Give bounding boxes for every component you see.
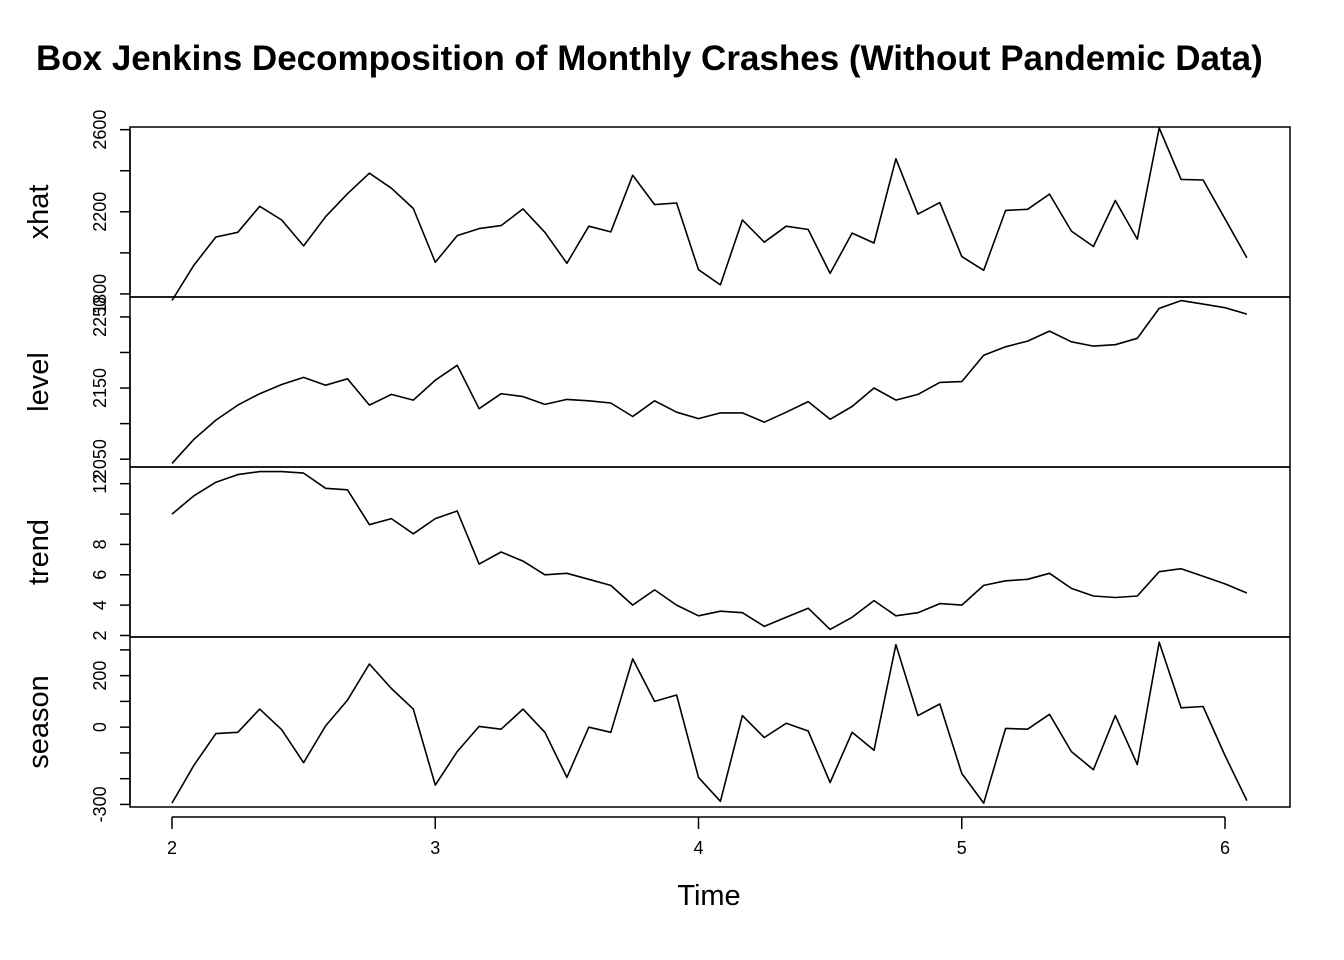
panel-frame-level <box>129 296 1291 468</box>
panel-frame-trend <box>129 466 1291 638</box>
y-tick-label-level: 2050 <box>90 439 110 479</box>
panel-season: -300 0 200 season <box>23 636 1291 822</box>
y-tick-label-xhat: 2200 <box>90 192 110 232</box>
y-tick-label-trend: 2 <box>90 630 110 640</box>
y-tick-label-season: 200 <box>90 661 110 691</box>
x-tick-label: 2 <box>167 838 177 858</box>
panel-frame-season <box>129 636 1291 808</box>
series-line-level <box>171 299 1248 464</box>
y-tick-label-trend: 8 <box>90 539 110 549</box>
x-tick-label: 3 <box>430 838 440 858</box>
x-tick-label: 6 <box>1220 838 1230 858</box>
y-tick-label-trend: 6 <box>90 570 110 580</box>
y-tick-label-level: 2150 <box>90 368 110 408</box>
series-line-trend <box>171 470 1248 631</box>
chart-title: Box Jenkins Decomposition of Monthly Cra… <box>36 39 1263 78</box>
y-axis-label-xhat: xhat <box>23 185 55 240</box>
panel-frame-xhat <box>129 126 1291 298</box>
plot-area: 180022002600xhat205021502250level246812t… <box>23 110 1291 858</box>
y-tick-label-season: -300 <box>90 786 110 822</box>
x-tick-label: 5 <box>957 838 967 858</box>
y-axis-label-trend: trend <box>23 519 55 585</box>
x-axis-label: Time <box>677 880 740 912</box>
panel-xhat: 1800 2200 2600 xhat <box>23 110 1291 314</box>
x-axis: 2 3 4 5 6 <box>167 816 1230 858</box>
y-tick-label-trend: 4 <box>90 600 110 610</box>
x-tick-label: 4 <box>693 838 703 858</box>
series-line-xhat <box>171 127 1248 301</box>
y-tick-label-season: 0 <box>90 722 110 732</box>
panel-level: 2050 2150 2250 level <box>23 296 1291 479</box>
y-axis-label-season: season <box>23 675 55 769</box>
panel-trend: 2 4 6 8 12 trend <box>23 466 1291 640</box>
y-axis-label-level: level <box>23 352 55 412</box>
y-tick-label-xhat: 1800 <box>90 274 110 314</box>
series-line-season <box>171 641 1248 804</box>
y-tick-label-trend: 12 <box>90 474 110 494</box>
y-tick-label-xhat: 2600 <box>90 110 110 150</box>
y-tick-label-level: 2250 <box>90 297 110 337</box>
